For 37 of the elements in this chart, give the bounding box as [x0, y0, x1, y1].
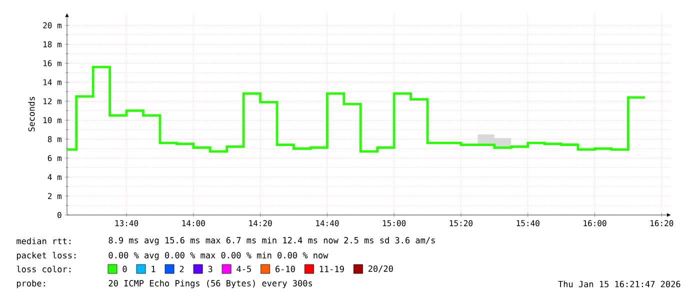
- legend-label: 20/20: [368, 265, 393, 273]
- x-tick-label: 15:00: [383, 220, 406, 226]
- text: packet loss:: [16, 252, 76, 260]
- x-tick-label: 13:40: [115, 220, 138, 226]
- legend-label: 11-19: [320, 266, 344, 272]
- legend-label: 4-5: [236, 266, 251, 272]
- text: Thu Jan 15 16:21:47 2026: [558, 280, 680, 288]
- legend-label: 3: [208, 266, 212, 272]
- x-tick-label: 16:00: [584, 220, 606, 226]
- x-tick-label: 14:20: [249, 220, 272, 226]
- legend-label: 6-10: [276, 266, 295, 272]
- y-tick-label: 18 m: [44, 41, 62, 48]
- y-tick-label: 16 m: [44, 60, 62, 66]
- x-tick-label: 14:40: [316, 220, 339, 226]
- y-tick-label: 14 m: [44, 79, 62, 86]
- text: 20 ICMP Echo Pings (56 Bytes) every 300s: [108, 280, 312, 288]
- y-tick-label: 8 m: [48, 136, 62, 142]
- x-tick-label: 15:40: [516, 220, 540, 226]
- x-tick-label: 14:00: [182, 220, 205, 226]
- y-axis-title: Seconds: [28, 96, 35, 132]
- y-tick-label: 20 m: [43, 22, 62, 28]
- y-tick-label: 4 m: [48, 174, 62, 180]
- x-tick-label: 15:20: [450, 220, 472, 226]
- text: 8.9 ms avg 15.6 ms max 6.7 ms min 12.4 ms now 2.5 ms sd 3.6 am/s: [108, 236, 435, 246]
- text: median rtt:: [16, 238, 70, 244]
- y-tick-label: 2 m: [48, 193, 62, 199]
- legend-label: 1: [152, 266, 156, 272]
- y-tick-label: 0: [58, 212, 62, 218]
- legend-label: 0: [122, 266, 127, 272]
- y-tick-label: 12 m: [44, 98, 62, 104]
- legend-label: 2: [180, 266, 184, 272]
- y-tick-label: 6 m: [48, 155, 62, 162]
- x-tick-label: 16:20: [650, 220, 674, 226]
- text: 0.00 % avg 0.00 % max 0.00 % min 0.00 % now: [108, 252, 328, 260]
- text: probe:: [16, 280, 45, 288]
- legend-title: loss color:: [16, 266, 70, 272]
- y-tick-label: 10 m: [44, 117, 62, 124]
